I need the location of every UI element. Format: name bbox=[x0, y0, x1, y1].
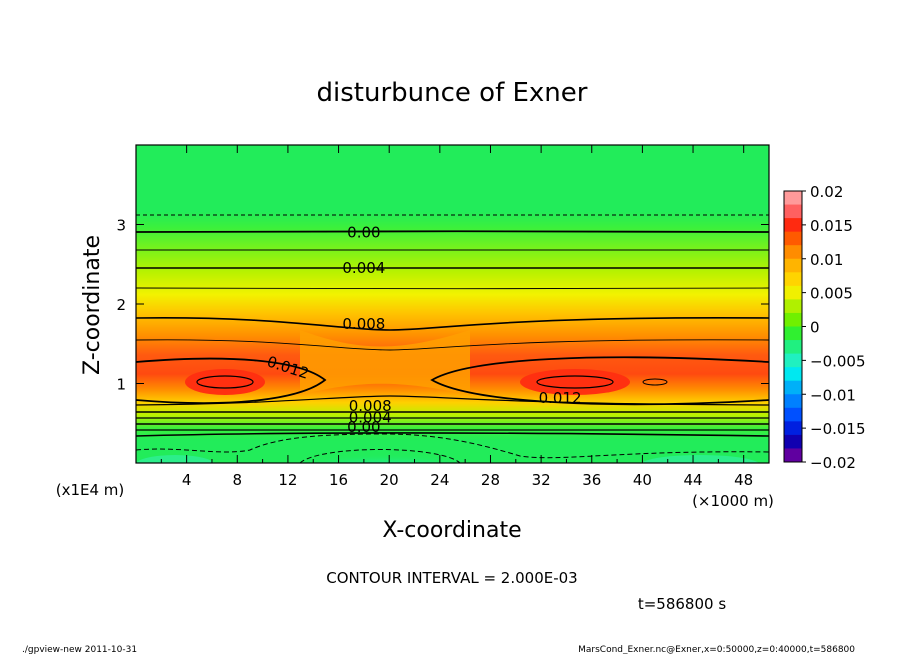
colorbar-tick-label: −0.01 bbox=[810, 386, 856, 404]
y-axis-unit: (x1E4 m) bbox=[56, 481, 125, 499]
x-tick-label: 28 bbox=[481, 471, 500, 489]
x-axis-label: X-coordinate bbox=[382, 518, 521, 543]
footer-left: ./gpview-new 2011-10-31 bbox=[22, 645, 137, 654]
plot-area bbox=[136, 145, 769, 463]
colorbar-segment bbox=[784, 258, 802, 273]
colorbar-tick-label: 0.015 bbox=[810, 217, 853, 235]
x-tick-label: 16 bbox=[329, 471, 348, 489]
x-axis-unit: (×1000 m) bbox=[692, 492, 774, 510]
colorbar-segment bbox=[784, 312, 802, 327]
x-tick-label: 44 bbox=[683, 471, 702, 489]
colorbar-segment bbox=[784, 353, 802, 368]
colorbar-segment bbox=[784, 421, 802, 436]
colorbar-segment bbox=[784, 218, 802, 233]
colorbar-segment bbox=[784, 380, 802, 395]
contour-label: 0.00 bbox=[347, 223, 380, 241]
y-tick-label: 2 bbox=[116, 296, 126, 314]
x-tick-label: 8 bbox=[233, 471, 243, 489]
y-axis-label: Z-coordinate bbox=[80, 235, 105, 375]
contour-label: 0.008 bbox=[342, 315, 385, 333]
x-tick-label: 4 bbox=[182, 471, 192, 489]
colorbar-segment bbox=[784, 272, 802, 287]
chart-title: disturbunce of Exner bbox=[317, 78, 588, 108]
x-tick-label: 36 bbox=[582, 471, 601, 489]
colorbar-segment bbox=[784, 285, 802, 300]
contour-interval-text: CONTOUR INTERVAL = 2.000E-03 bbox=[326, 569, 577, 587]
y-tick-label: 3 bbox=[116, 217, 126, 235]
colorbar-segment bbox=[784, 191, 802, 206]
colorbar-segment bbox=[784, 326, 802, 341]
colorbar bbox=[783, 190, 803, 463]
x-axis-ticks: 4 8 12 16 20 24 28 32 36 40 44 48 bbox=[160, 145, 753, 489]
colorbar-ticks: 0.02 0.015 0.01 0.005 0 −0.005 −0.01 −0.015 −0.0… bbox=[802, 183, 866, 472]
colorbar-segment bbox=[784, 245, 802, 260]
footer-right: MarsCond_Exner.nc@Exner,x=0:50000,z=0:40… bbox=[578, 645, 855, 654]
colorbar-tick-label: 0 bbox=[810, 319, 820, 337]
colorbar-segment bbox=[784, 299, 802, 314]
x-tick-label: 20 bbox=[380, 471, 399, 489]
colorbar-tick-label: 0.01 bbox=[810, 251, 843, 269]
y-axis-ticks: 1 2 3 bbox=[116, 217, 769, 394]
contour-label: 0.008 bbox=[349, 397, 392, 415]
colorbar-segment bbox=[784, 394, 802, 409]
time-text: t=586800 s bbox=[638, 595, 726, 613]
colorbar-tick-label: −0.02 bbox=[810, 454, 856, 472]
colorbar-segment bbox=[784, 434, 802, 449]
contour-label: 0.012 bbox=[539, 389, 582, 407]
colorbar-segment bbox=[784, 448, 802, 463]
colorbar-segment bbox=[784, 367, 802, 382]
colorbar-segment bbox=[784, 407, 802, 422]
colorbar-tick-label: 0.02 bbox=[810, 183, 843, 201]
y-tick-label: 1 bbox=[116, 376, 126, 394]
x-tick-label: 48 bbox=[734, 471, 753, 489]
colorbar-segment bbox=[784, 340, 802, 355]
colorbar-tick-label: −0.015 bbox=[810, 420, 866, 438]
colorbar-tick-label: −0.005 bbox=[810, 352, 866, 370]
contour-label: 0.00 bbox=[347, 418, 380, 436]
x-tick-label: 32 bbox=[532, 471, 551, 489]
x-tick-label: 12 bbox=[278, 471, 297, 489]
colorbar-segment bbox=[784, 204, 802, 219]
contour-label: 0.004 bbox=[349, 409, 392, 427]
x-tick-label: 40 bbox=[633, 471, 652, 489]
x-tick-label: 24 bbox=[430, 471, 449, 489]
colorbar-tick-label: 0.005 bbox=[810, 285, 853, 303]
contour-label: 0.004 bbox=[342, 259, 385, 277]
colorbar-segment bbox=[784, 231, 802, 246]
